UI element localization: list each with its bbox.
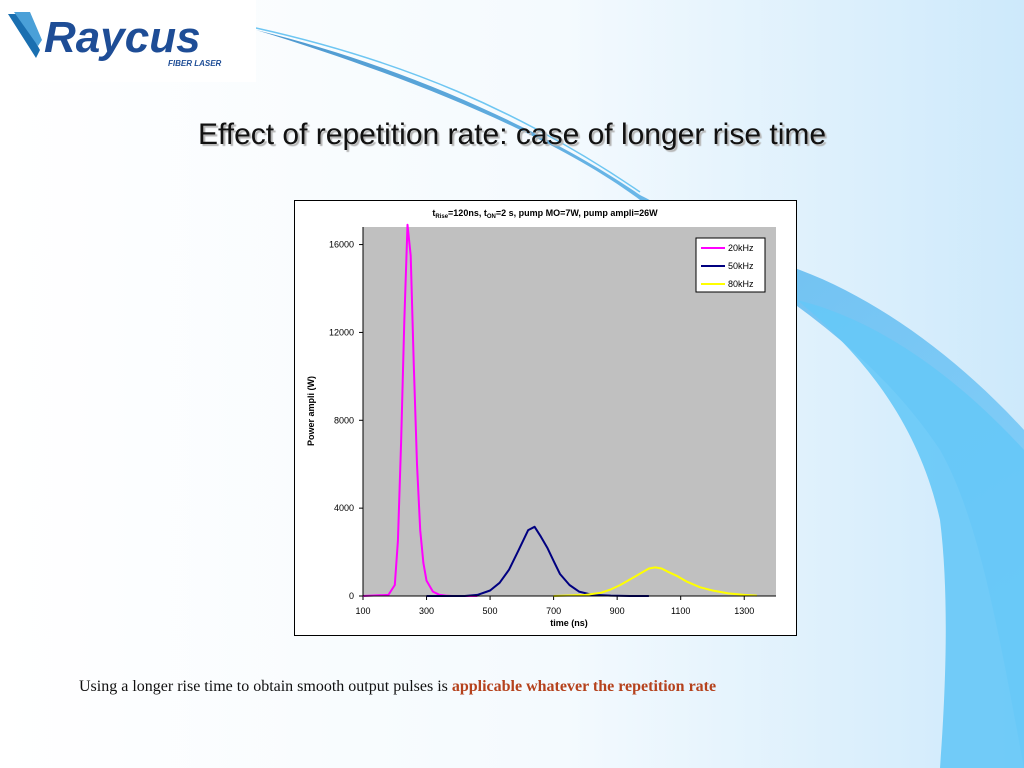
logo-brand: Raycus bbox=[44, 13, 201, 62]
caption-text: Using a longer rise time to obtain smoot… bbox=[79, 678, 452, 695]
chart-title-mid2: =2 s, pump MO=7W, pump ampli=26W bbox=[496, 208, 658, 218]
caption-emphasis: applicable whatever the repetition rate bbox=[451, 678, 717, 695]
page-title: Effect of repetition rate: case of longe… bbox=[197, 118, 827, 151]
x-axis-label: time (ns) bbox=[550, 618, 588, 628]
chart-title-sub1: Rise bbox=[435, 214, 448, 220]
x-tick-label: 900 bbox=[610, 606, 625, 616]
series-line-80kHz bbox=[553, 566, 757, 597]
x-tick-label: 300 bbox=[419, 606, 434, 616]
x-tick-label: 1100 bbox=[671, 606, 690, 616]
x-axis: 100 300 500 700 900 1100 1300 bbox=[355, 596, 754, 616]
chart-title: tRise=120ns, tON=2 s, pump MO=7W, pump a… bbox=[432, 208, 658, 220]
x-tick-label: 100 bbox=[355, 606, 370, 616]
y-tick-label: 12000 bbox=[329, 327, 354, 337]
legend: 20kHz 50kHz 80kHz bbox=[695, 237, 766, 293]
y-tick-label: 4000 bbox=[334, 503, 354, 513]
logo: Raycus FIBER LASER bbox=[0, 0, 256, 82]
logo-tagline: FIBER LASER bbox=[168, 59, 222, 68]
y-tick-label: 0 bbox=[349, 591, 354, 601]
x-tick-label: 1300 bbox=[734, 606, 754, 616]
y-tick-label: 8000 bbox=[334, 415, 354, 425]
caption: Using a longer rise time to obtain smoot… bbox=[79, 678, 716, 696]
power-vs-time-chart: tRise=120ns, tON=2 s, pump MO=7W, pump a… bbox=[306, 208, 776, 628]
x-tick-label: 700 bbox=[546, 606, 561, 616]
y-tick-label: 16000 bbox=[329, 240, 354, 250]
legend-label: 50kHz bbox=[728, 261, 754, 271]
chart-title-sub2: ON bbox=[487, 214, 496, 220]
y-axis: 0 4000 8000 12000 16000 bbox=[329, 240, 363, 601]
chart-title-mid1: =120ns, t bbox=[448, 208, 487, 218]
x-tick-label: 500 bbox=[483, 606, 498, 616]
y-axis-label: Power ampli (W) bbox=[306, 376, 316, 446]
chart-title-t1: t bbox=[432, 208, 435, 218]
raycus-logo-icon: Raycus FIBER LASER bbox=[8, 12, 222, 68]
chart-frame: tRise=120ns, tON=2 s, pump MO=7W, pump a… bbox=[294, 200, 797, 636]
legend-label: 80kHz bbox=[728, 279, 754, 289]
legend-label: 20kHz bbox=[728, 243, 754, 253]
